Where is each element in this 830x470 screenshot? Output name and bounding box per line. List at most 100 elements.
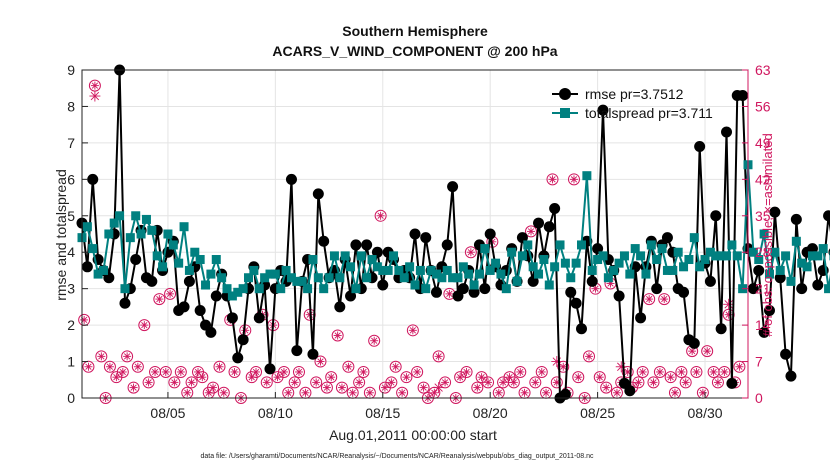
- totalspread-point: [351, 284, 361, 294]
- obs-possible-marker: [282, 386, 295, 399]
- totalspread-point: [415, 265, 425, 275]
- totalspread-point: [614, 258, 624, 268]
- obs-possible-marker: [492, 386, 505, 399]
- totalspread-point: [238, 284, 248, 294]
- totalspread-point: [539, 255, 549, 265]
- totalspread-point: [485, 265, 495, 275]
- x-tick-label: 08/15: [365, 405, 400, 421]
- totalspread-point: [512, 276, 522, 286]
- y-tick-label: 6: [67, 171, 75, 187]
- totalspread-point: [168, 240, 178, 250]
- y-tick-label: 8: [67, 98, 75, 114]
- rmse-point: [130, 254, 142, 266]
- totalspread-point: [254, 284, 264, 294]
- obs-assimilated-marker: [723, 298, 735, 310]
- obs-possible-marker: [213, 360, 226, 373]
- rmse-point: [361, 239, 373, 251]
- obs-possible-marker: [121, 350, 134, 363]
- totalspread-point: [179, 222, 189, 232]
- totalspread-point: [303, 284, 313, 294]
- rmse-point: [226, 312, 238, 324]
- obs-possible-marker: [711, 376, 724, 389]
- obs-possible-marker: [292, 365, 305, 378]
- totalspread-point: [458, 262, 468, 272]
- line-series: [76, 64, 830, 404]
- obs-possible-marker: [368, 334, 381, 347]
- rmse-point: [570, 297, 582, 309]
- rmse-point: [635, 312, 647, 324]
- rmse-point: [763, 305, 775, 317]
- obs-possible-marker: [217, 386, 230, 399]
- totalspread-point: [593, 255, 603, 265]
- obs-possible-marker: [417, 381, 430, 394]
- totalspread-point: [190, 247, 200, 257]
- rmse-line: [81, 69, 830, 400]
- totalspread-point: [281, 265, 291, 275]
- obs-possible-marker: [88, 79, 101, 92]
- obs-possible-marker: [78, 313, 91, 326]
- totalspread-point: [378, 265, 388, 275]
- rmse-point: [371, 246, 383, 258]
- obs-possible-marker: [116, 365, 129, 378]
- totalspread-point: [265, 269, 275, 279]
- totalspread-point: [480, 244, 490, 254]
- obs-possible-marker: [471, 381, 484, 394]
- obs-possible-marker: [164, 287, 177, 300]
- totalspread-point: [636, 251, 646, 261]
- y-tick-label: 1: [67, 354, 75, 370]
- y2-tick-label: 14: [755, 317, 771, 333]
- obs-possible-marker: [331, 329, 344, 342]
- rmse-point: [533, 217, 545, 229]
- rmse-point: [726, 377, 738, 389]
- obs-possible-marker: [389, 360, 402, 373]
- totalspread-point: [700, 255, 710, 265]
- totalspread-point: [705, 247, 715, 257]
- totalspread-point: [147, 225, 157, 235]
- obs-possible-marker: [507, 376, 520, 389]
- totalspread-point: [405, 262, 415, 272]
- y-axis-label: rmse and totalspread: [53, 169, 69, 301]
- rmse-point: [753, 264, 765, 276]
- obs-possible-marker: [464, 246, 477, 259]
- totalspread-point: [431, 269, 441, 279]
- y2-tick-label: 28: [755, 244, 771, 260]
- rmse-point: [715, 323, 727, 335]
- rmse-point: [183, 275, 195, 287]
- totalspread-point: [448, 273, 458, 283]
- rmse-point: [549, 202, 561, 214]
- obs-possible-marker: [149, 365, 162, 378]
- obs-possible-marker: [664, 371, 677, 384]
- obs-possible-marker: [718, 365, 731, 378]
- obs-possible-marker: [514, 365, 527, 378]
- obs-possible-marker: [546, 173, 559, 186]
- totalspread-point: [372, 262, 382, 272]
- totalspread-point: [286, 273, 296, 283]
- totalspread-point: [163, 229, 173, 239]
- totalspread-point: [308, 255, 318, 265]
- rmse-point: [758, 326, 770, 338]
- totalspread-point: [115, 211, 125, 221]
- obs-possible-marker: [593, 371, 606, 384]
- y-tick-label: 5: [67, 208, 75, 224]
- obs-possible-marker: [185, 376, 198, 389]
- obs-possible-marker: [540, 386, 553, 399]
- totalspread-point: [276, 284, 286, 294]
- totalspread-point: [534, 269, 544, 279]
- rmse-point: [457, 283, 469, 295]
- obs-possible-marker: [525, 225, 538, 238]
- obs-possible-marker: [439, 376, 452, 389]
- rmse-point: [543, 221, 555, 233]
- rmse-point: [350, 239, 362, 251]
- totalspread-point: [732, 251, 742, 261]
- totalspread-point: [88, 244, 98, 254]
- chart-subtitle: ACARS_V_WIND_COMPONENT @ 200 hPa: [272, 43, 557, 59]
- rmse-point: [409, 228, 421, 240]
- totalspread-point: [582, 171, 592, 181]
- totalspread-point: [662, 265, 672, 275]
- totalspread-point: [770, 247, 780, 257]
- rmse-point: [307, 348, 319, 360]
- rmse-point: [774, 272, 786, 284]
- obs-possible-marker: [668, 386, 681, 399]
- obs-possible-marker: [636, 365, 649, 378]
